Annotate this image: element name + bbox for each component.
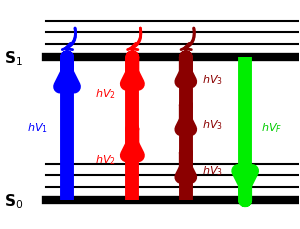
Text: $hV_2$: $hV_2$: [95, 152, 116, 166]
Text: $hV_1$: $hV_1$: [27, 120, 48, 134]
Text: S$_0$: S$_0$: [4, 191, 23, 210]
Text: $hV_3$: $hV_3$: [202, 73, 223, 87]
Text: $hV_3$: $hV_3$: [202, 118, 223, 132]
Text: $hV_3$: $hV_3$: [202, 163, 223, 177]
Text: $hV_2$: $hV_2$: [95, 86, 116, 100]
Text: $hV_F$: $hV_F$: [261, 120, 283, 134]
Text: S$_1$: S$_1$: [4, 49, 23, 67]
